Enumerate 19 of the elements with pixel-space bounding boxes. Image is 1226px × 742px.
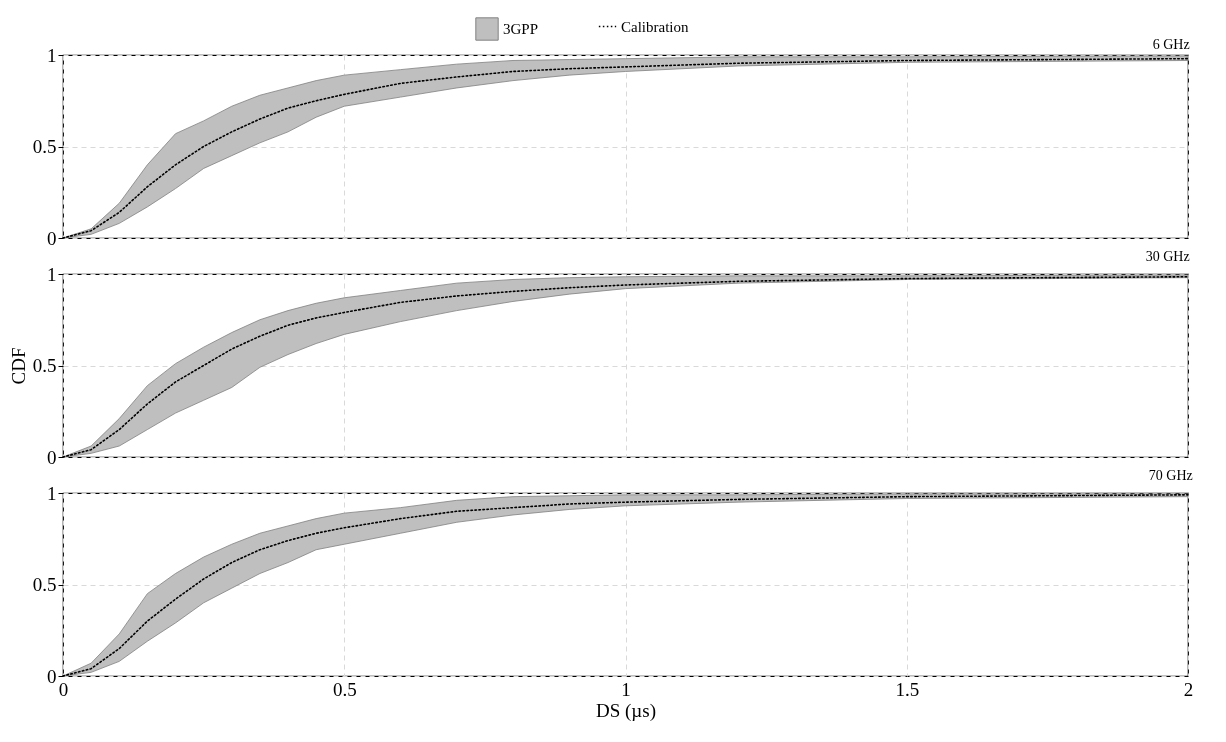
y-tick-label: 0 xyxy=(47,446,57,468)
text: 3GPP xyxy=(503,21,539,37)
x-tick-label: 1 xyxy=(621,678,631,700)
x-tick-label: 2 xyxy=(1183,678,1194,700)
x-tick-label: 1.5 xyxy=(895,678,920,700)
x-tick-label: 0.5 xyxy=(332,678,357,700)
y-tick-label: 0.5 xyxy=(32,136,57,157)
chart-title: 70 GHz xyxy=(1148,468,1193,483)
chart-title: 6 GHz xyxy=(1152,37,1190,52)
x-axis-title: DS (µs) xyxy=(595,699,657,722)
y-axis-title: CDF xyxy=(7,347,29,385)
chart-title: 30 GHz xyxy=(1145,249,1190,264)
y-tick-label: 1 xyxy=(47,263,57,285)
y-tick-label: 0 xyxy=(47,227,57,249)
y-tick-label: 1 xyxy=(47,44,57,66)
y-tick-label: 0.5 xyxy=(32,574,57,595)
legend-label: Calibration xyxy=(621,18,689,35)
y-tick-label: 0.5 xyxy=(32,355,57,376)
y-tick-label: 1 xyxy=(47,482,57,504)
